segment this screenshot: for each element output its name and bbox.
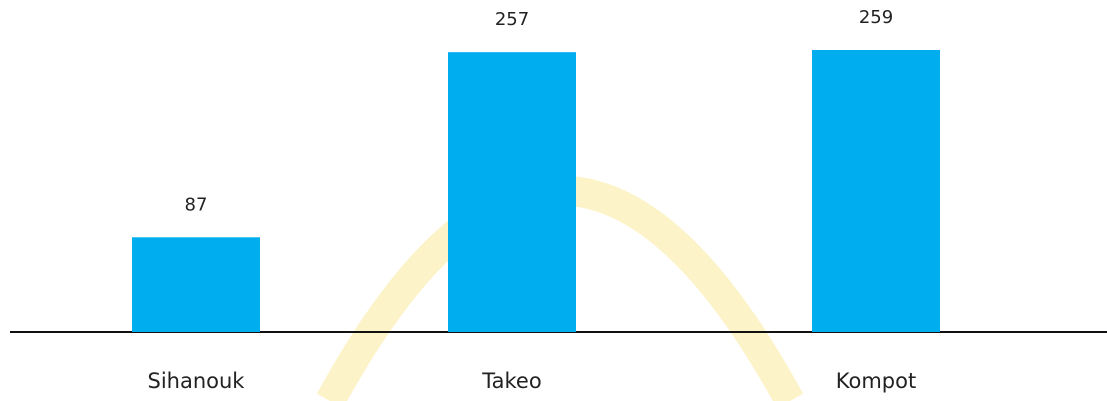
data-label: 257 [495,9,529,30]
data-label: 87 [185,194,208,215]
bar [132,237,260,332]
bar [812,50,940,332]
x-tick-label: Sihanouk [148,369,246,393]
data-label: 259 [859,7,893,28]
x-tick-label: Takeo [481,369,541,393]
x-tick-label: Kompot [836,369,916,393]
bar [448,52,576,332]
